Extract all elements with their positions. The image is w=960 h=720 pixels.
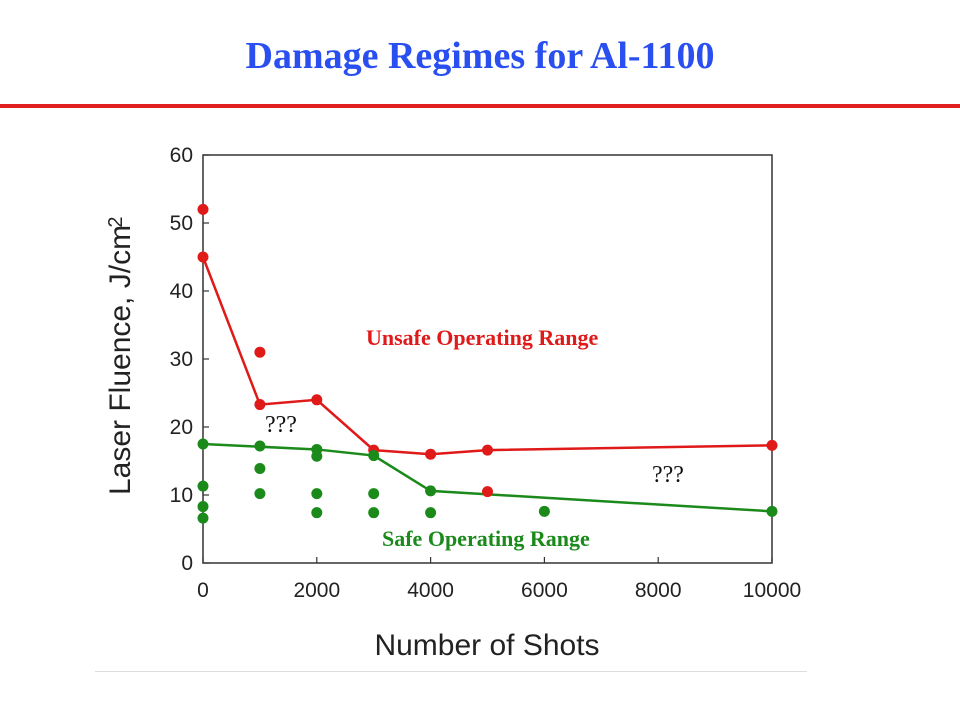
unsafe-data-point [425, 448, 437, 460]
safe-data-point [311, 488, 323, 500]
x-axis-label: Number of Shots [374, 629, 599, 662]
y-axis-label: Laser Fluence, J/cm [104, 225, 137, 495]
safe-data-point [254, 440, 266, 452]
unsafe-data-point [197, 251, 209, 263]
unsafe-data-point [482, 486, 493, 498]
slide-title: Damage Regimes for Al-1100 [245, 35, 715, 77]
safe-data-point [254, 462, 266, 474]
y-tick-label: 50 [170, 212, 193, 235]
unsafe-data-point [254, 399, 266, 411]
unsafe-data-point [482, 444, 493, 456]
safe-data-point [766, 505, 778, 517]
unsafe-data-point [254, 346, 266, 358]
y-tick-label: 0 [181, 552, 193, 575]
safe-data-point [197, 501, 209, 513]
x-tick-label: 10000 [743, 579, 801, 602]
safe-data-point [425, 507, 437, 519]
unknown-region-label-2: ??? [652, 462, 684, 488]
unsafe-data-point [766, 439, 778, 451]
x-tick-label: 4000 [407, 579, 454, 602]
safe-data-point [197, 512, 209, 524]
bottom-divider [95, 671, 807, 672]
safe-data-point [368, 488, 380, 500]
safe-data-point [197, 438, 209, 450]
x-tick-label: 6000 [521, 579, 568, 602]
unsafe-range-label: Unsafe Operating Range [366, 325, 598, 350]
unsafe-data-point [197, 203, 209, 215]
safe-data-point [368, 507, 380, 519]
x-tick-label: 0 [197, 579, 209, 602]
safe-data-point [538, 505, 550, 517]
safe-data-point [368, 450, 380, 462]
safe-data-point [311, 507, 323, 519]
y-tick-label: 60 [170, 144, 193, 167]
y-tick-label: 40 [170, 280, 193, 303]
safe-data-point [254, 488, 266, 500]
safe-range-label: Safe Operating Range [382, 526, 590, 551]
safe-data-point [311, 450, 323, 462]
y-axis-label-superscript: 2 [105, 216, 127, 227]
unknown-region-label-1: ??? [265, 412, 297, 438]
unsafe-data-point [311, 394, 323, 406]
title-divider [0, 104, 960, 108]
safe-data-point [197, 480, 209, 492]
y-tick-label: 30 [170, 348, 193, 371]
y-tick-label: 20 [170, 416, 193, 439]
plot-frame [202, 154, 773, 564]
x-tick-label: 2000 [293, 579, 340, 602]
x-tick-label: 8000 [635, 579, 682, 602]
safe-data-point [425, 485, 437, 497]
y-tick-label: 10 [170, 484, 193, 507]
